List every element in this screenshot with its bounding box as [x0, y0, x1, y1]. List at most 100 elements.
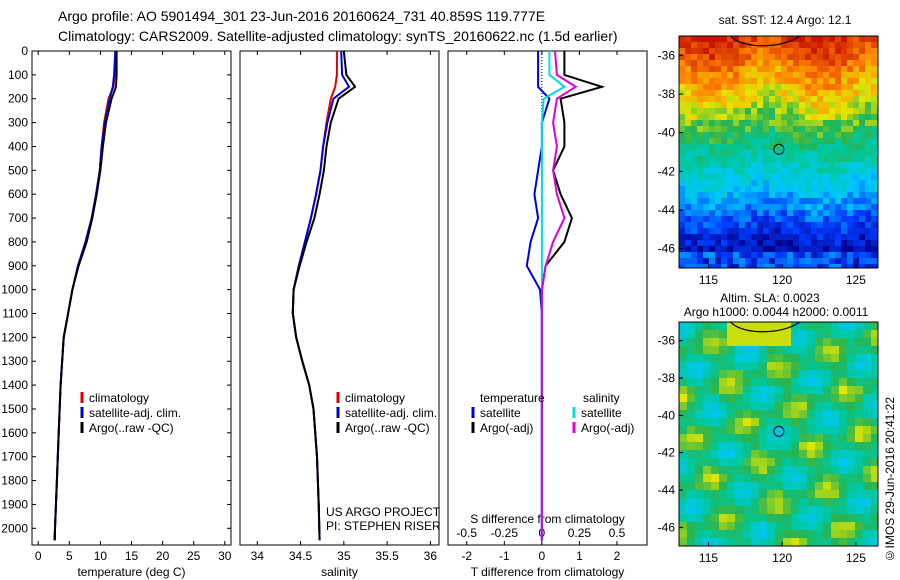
legend-title-salinity: salinity: [583, 391, 620, 405]
x-tick-label: 0: [539, 549, 546, 563]
plot-frame: [447, 50, 648, 546]
map-frame: [678, 35, 879, 269]
imos-timestamp: ©IMOS 29-Jun-2016 20:41:22: [883, 396, 897, 562]
x-axis-label: salinity: [321, 565, 358, 579]
map-sst_map: 115 120 125 -36 -38 -40 -42 -44 -46 sat. SST: 12.…: [658, 13, 879, 287]
y-tick-label: -40: [658, 408, 676, 422]
legend-label: Argo(..raw -QC): [89, 421, 174, 435]
argo-position-marker: [773, 425, 785, 437]
legend-label: climatology: [89, 391, 149, 405]
y-tick-label: 1000: [1, 283, 28, 297]
header-line1: Argo profile: AO 5901494_301 23-Jun-2016…: [58, 8, 546, 24]
legend-label: satellite-adj. clim.: [89, 406, 181, 420]
x-tick-label: 20: [156, 549, 170, 563]
s-axis-label: S difference from climatology: [470, 512, 625, 526]
coastline: [730, 35, 801, 47]
x-tick-label: 34: [251, 549, 265, 563]
y-tick-label: 400: [8, 139, 28, 153]
y-tick-label: -36: [658, 48, 676, 62]
map-frame: [678, 321, 879, 547]
series-line: [540, 50, 578, 541]
y-tick-label: 1900: [1, 497, 28, 511]
legend-label: satellite: [581, 406, 622, 420]
sla-map-subtitle: Argo h1000: 0.0044 h2000: 0.0011: [684, 305, 869, 319]
x-tick-label: 25: [187, 549, 201, 563]
pi-credit: PI: STEPHEN RISER: [326, 519, 441, 533]
x-tick-label: 35: [337, 549, 351, 563]
y-tick-label: 1500: [1, 402, 28, 416]
legend-label: Argo(..raw -QC): [345, 421, 430, 435]
x-tick-label: 36: [424, 549, 438, 563]
x-tick-label: 30: [218, 549, 232, 563]
y-tick-label: -44: [658, 203, 676, 217]
y-tick-label: -36: [658, 334, 676, 348]
panel-salinity: 34 34.5 35 35.5 36 salinity climatologysatelli…: [239, 50, 441, 579]
s-tick-label: 0.25: [568, 526, 592, 540]
s-tick-label: -0.5: [456, 526, 477, 540]
y-tick-label: 100: [8, 68, 28, 82]
x-tick-label: 34.5: [289, 549, 313, 563]
panel-temperature: 0 100 200 300 400 500 600 700 800 900 1000 1100 1200…: [1, 44, 231, 579]
y-tick-label: -46: [658, 520, 676, 534]
y-tick-label: -38: [658, 87, 676, 101]
x-tick-label: 115: [699, 551, 718, 565]
y-tick-label: 0: [21, 44, 28, 58]
y-tick-label: 1200: [1, 330, 28, 344]
coastline: [730, 321, 801, 333]
legend-label: Argo(-adj): [480, 421, 533, 435]
y-tick-label: 600: [8, 187, 28, 201]
y-tick-label: -40: [658, 126, 676, 140]
series-line: [291, 50, 357, 541]
header-line2: Climatology: CARS2009. Satellite-adjuste…: [58, 28, 618, 44]
y-tick-label: 700: [8, 211, 28, 225]
x-axis-label: temperature (deg C): [77, 565, 185, 579]
legend-label: climatology: [345, 391, 405, 405]
y-tick-label: 800: [8, 235, 28, 249]
legend-title-temperature: temperature: [480, 391, 545, 405]
y-tick-label: -46: [658, 242, 676, 256]
x-tick-label: 15: [125, 549, 139, 563]
x-tick-label: 5: [66, 549, 73, 563]
x-tick-label: 125: [846, 273, 866, 287]
y-tick-label: 500: [8, 163, 28, 177]
map-cells: [679, 36, 878, 268]
plot-frame: [31, 50, 232, 546]
series-line: [54, 51, 118, 541]
x-tick-label: 10: [94, 549, 108, 563]
y-tick-label: 1400: [1, 378, 28, 392]
plot-frame: [239, 50, 440, 546]
y-tick-label: 900: [8, 259, 28, 273]
x-tick-label: 120: [772, 551, 792, 565]
y-tick-label: -42: [658, 446, 676, 460]
sst-map-title: sat. SST: 12.4 Argo: 12.1: [719, 13, 852, 27]
y-tick-label: 1100: [2, 307, 28, 321]
y-tick-label: 1700: [1, 450, 28, 464]
y-tick-label: 2000: [1, 521, 28, 535]
map-cells: [679, 322, 878, 546]
panel-difference: -2 -1 0 1 2 T difference from climatology -0.5…: [447, 50, 648, 579]
map-sla_map: 115 120 125 -36 -38 -40 -42 -44 -46 Altim. SLA: 0…: [658, 291, 879, 565]
legend-label: satellite-adj. clim.: [345, 406, 437, 420]
y-tick-label: 300: [8, 116, 28, 130]
s-tick-label: 0.5: [609, 526, 626, 540]
x-tick-label: 120: [772, 273, 792, 287]
argo-position-marker: [773, 143, 785, 155]
legend-label: satellite: [480, 406, 521, 420]
x-axis-label: T difference from climatology: [471, 565, 625, 579]
legend-label: Argo(-adj): [581, 421, 634, 435]
y-tick-label: 200: [8, 92, 28, 106]
y-tick-label: -44: [658, 483, 676, 497]
x-tick-label: 125: [846, 551, 866, 565]
x-tick-label: 2: [614, 549, 621, 563]
y-tick-label: 1600: [1, 426, 28, 440]
x-tick-label: -2: [461, 549, 472, 563]
x-tick-label: 35.5: [375, 549, 399, 563]
x-tick-label: 115: [699, 273, 718, 287]
y-tick-label: -42: [658, 164, 676, 178]
y-tick-label: -38: [658, 371, 676, 385]
y-tick-label: 1300: [1, 354, 28, 368]
project-credit: US ARGO PROJECT: [326, 505, 441, 519]
y-tick-label: 1800: [1, 474, 28, 488]
s-tick-label: -0.25: [491, 526, 519, 540]
